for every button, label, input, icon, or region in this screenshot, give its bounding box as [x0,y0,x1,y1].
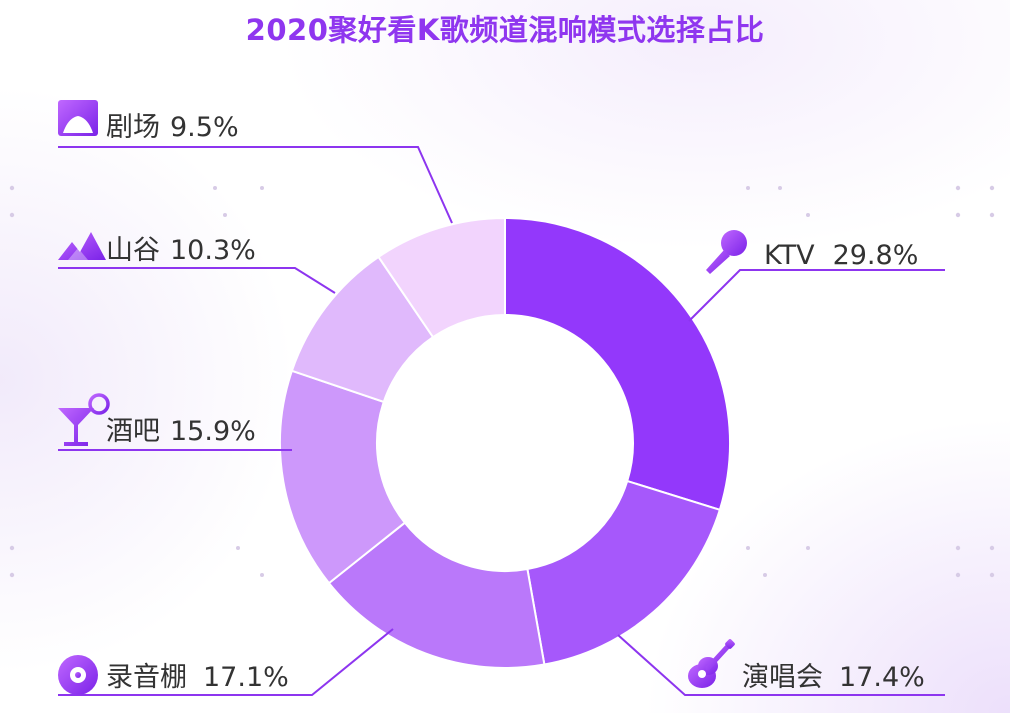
leader-line-valley [58,267,336,294]
label-concert: 演唱会 17.4% [742,662,925,693]
theater-stage-icon [58,100,98,136]
cocktail-glass-icon [58,393,110,446]
label-studio-value: 17.1% [203,662,289,693]
label-concert-value: 17.4% [839,662,925,693]
label-bar: 酒吧 15.9% [106,416,256,447]
slice-ktv [504,216,731,512]
slice-concert [526,479,722,666]
label-ktv-name: KTV [764,240,815,271]
label-theater-value: 9.5% [170,112,239,143]
leader-line-studio [58,628,394,696]
leader-line-ktv [688,269,945,322]
label-ktv: KTV 29.8% [764,240,918,271]
label-ktv-value: 29.8% [833,240,919,271]
slice-studio [327,521,546,669]
label-theater-name: 剧场 [106,112,160,143]
leader-lines [58,146,945,696]
microphone-icon [706,230,747,274]
donut-slices [279,216,731,669]
label-bar-value: 15.9% [170,416,256,447]
label-studio-name: 录音棚 [106,662,187,693]
slice-theater [377,216,506,339]
leader-line-theater [58,146,453,224]
label-studio: 录音棚 17.1% [106,662,289,693]
mountain-icon [58,232,106,260]
guitar-icon [688,639,735,688]
label-theater: 剧场 9.5% [106,112,239,143]
leader-line-concert [617,634,945,696]
label-bar-name: 酒吧 [106,416,160,447]
background-dots [9,185,995,578]
label-valley: 山谷 10.3% [106,235,256,266]
vinyl-disc-icon [58,655,98,695]
label-valley-value: 10.3% [170,235,256,266]
label-valley-name: 山谷 [106,235,160,266]
chart-title: 2020聚好看K歌频道混响模式选择占比 [245,13,765,47]
label-concert-name: 演唱会 [742,662,823,693]
